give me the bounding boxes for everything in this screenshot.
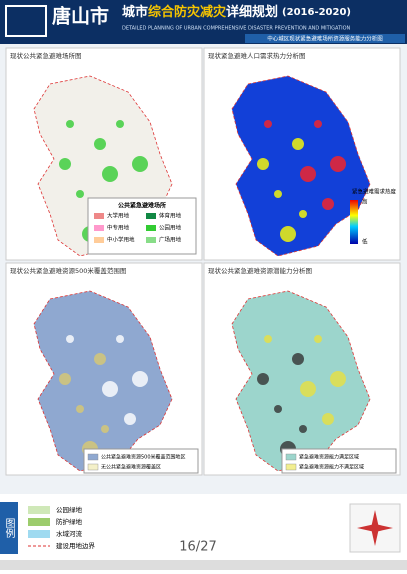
compass-rose [357,510,393,546]
logo [5,5,47,37]
legend-swatch [146,237,156,243]
map-blob [299,425,307,433]
map [231,75,371,257]
legend-swatch [28,518,50,526]
map-blob [101,425,109,433]
legend-text: 中专用地 [107,224,130,232]
panel: 现状公共紧急避难资源潜能力分析图紧急避难资源能力满足区域紧急避难资源能力不满足区… [203,262,401,476]
legend-swatch [87,453,99,461]
legend-panel [87,197,197,255]
map-blob [257,158,269,170]
legend-tab [0,502,18,554]
map-blob [116,335,124,343]
legend-swatch [28,506,50,514]
legend-text: 公共紧急避难资源500米覆盖范围地区 [101,454,186,461]
map-blob [274,405,282,413]
heat-bar [350,200,358,244]
legend-swatch [146,213,156,219]
panel: 现状公共紧急避难资源500米覆盖范围图公共紧急避难资源500米覆盖范围地区无公共… [5,262,203,476]
map-blob [314,120,322,128]
map-blob [292,138,304,150]
banner-bg [245,34,405,43]
map-blob [132,156,148,172]
legend-swatch [87,463,99,471]
legend-panel [281,448,397,474]
legend-text: 体育用地 [159,212,182,220]
panel-title: 现状紧急避难人口需求热力分析图 [208,51,306,60]
city: 唐山市 [52,5,109,28]
legend-text: 中小学用地 [107,236,135,244]
map-blob [132,371,148,387]
map-blob [59,158,71,170]
map-blob [102,166,118,182]
legend-text: 紧急避难资源能力满足区域 [299,454,359,461]
panel-title: 现状公共紧急避难资源潜能力分析图 [208,266,312,275]
legend-text: 防护绿地 [56,517,83,526]
legend-swatch [285,463,297,471]
map-blob [322,198,334,210]
map-blob [300,166,316,182]
legend-swatch [94,213,104,219]
map-blob [274,190,282,198]
map-blob [280,226,296,242]
legend-panel [83,448,199,474]
legend-swatch [94,225,104,231]
map-blob [330,371,346,387]
legend-title: 紧急避难需求热度 [352,188,397,196]
map-blob [314,335,322,343]
legend-text: 大学用地 [107,212,130,220]
panel-title: 现状公共紧急避难资源500米覆盖范围图 [10,266,126,275]
map-blob [257,373,269,385]
map-blob [59,373,71,385]
map-blob [299,210,307,218]
map-blob [66,120,74,128]
page-number: 16/27 [179,540,216,555]
legend-text: 公园绿地 [56,505,83,514]
legend-text: 无公共紧急避难资源覆盖区 [101,464,161,471]
legend-title: 公共紧急避难场所 [118,202,166,210]
legend-swatch [285,453,297,461]
legend-text: 低 [362,238,368,246]
legend-text: 建设用地边界 [56,541,96,550]
map-blob [124,413,136,425]
panel-title: 现状公共紧急避难场所图 [10,51,82,60]
map-blob [94,353,106,365]
map-blob [76,405,84,413]
map-blob [102,381,118,397]
legend-label: 图例 [3,518,15,539]
map-blob [264,120,272,128]
legend-text: 高 [362,198,368,206]
map-blob [76,190,84,198]
map-blob [264,335,272,343]
map-blob [66,335,74,343]
map-blob [94,138,106,150]
banner: 中心城区现状紧急避难场所资源服务能力分析图 [267,35,383,43]
map-blob [300,381,316,397]
legend-swatch [94,237,104,243]
legend-text: 紧急避难资源能力不满足区域 [299,464,364,471]
map-blob [330,156,346,172]
map-blob [116,120,124,128]
legend-text: 广场用地 [159,236,182,244]
subtitle: DETAILED PLANNING OF URBAN COMPREHENSIVE… [122,26,351,32]
map-blob [292,353,304,365]
legend-swatch [28,530,50,538]
legend-box [0,500,407,558]
title: 城市综合防灾减灾详细规划 (2016-2020) [122,4,351,20]
legend-text: 公园用地 [159,224,182,232]
legend-swatch [146,225,156,231]
map-blob [322,413,334,425]
footer [0,560,407,570]
legend-text: 水域河流 [56,529,83,538]
